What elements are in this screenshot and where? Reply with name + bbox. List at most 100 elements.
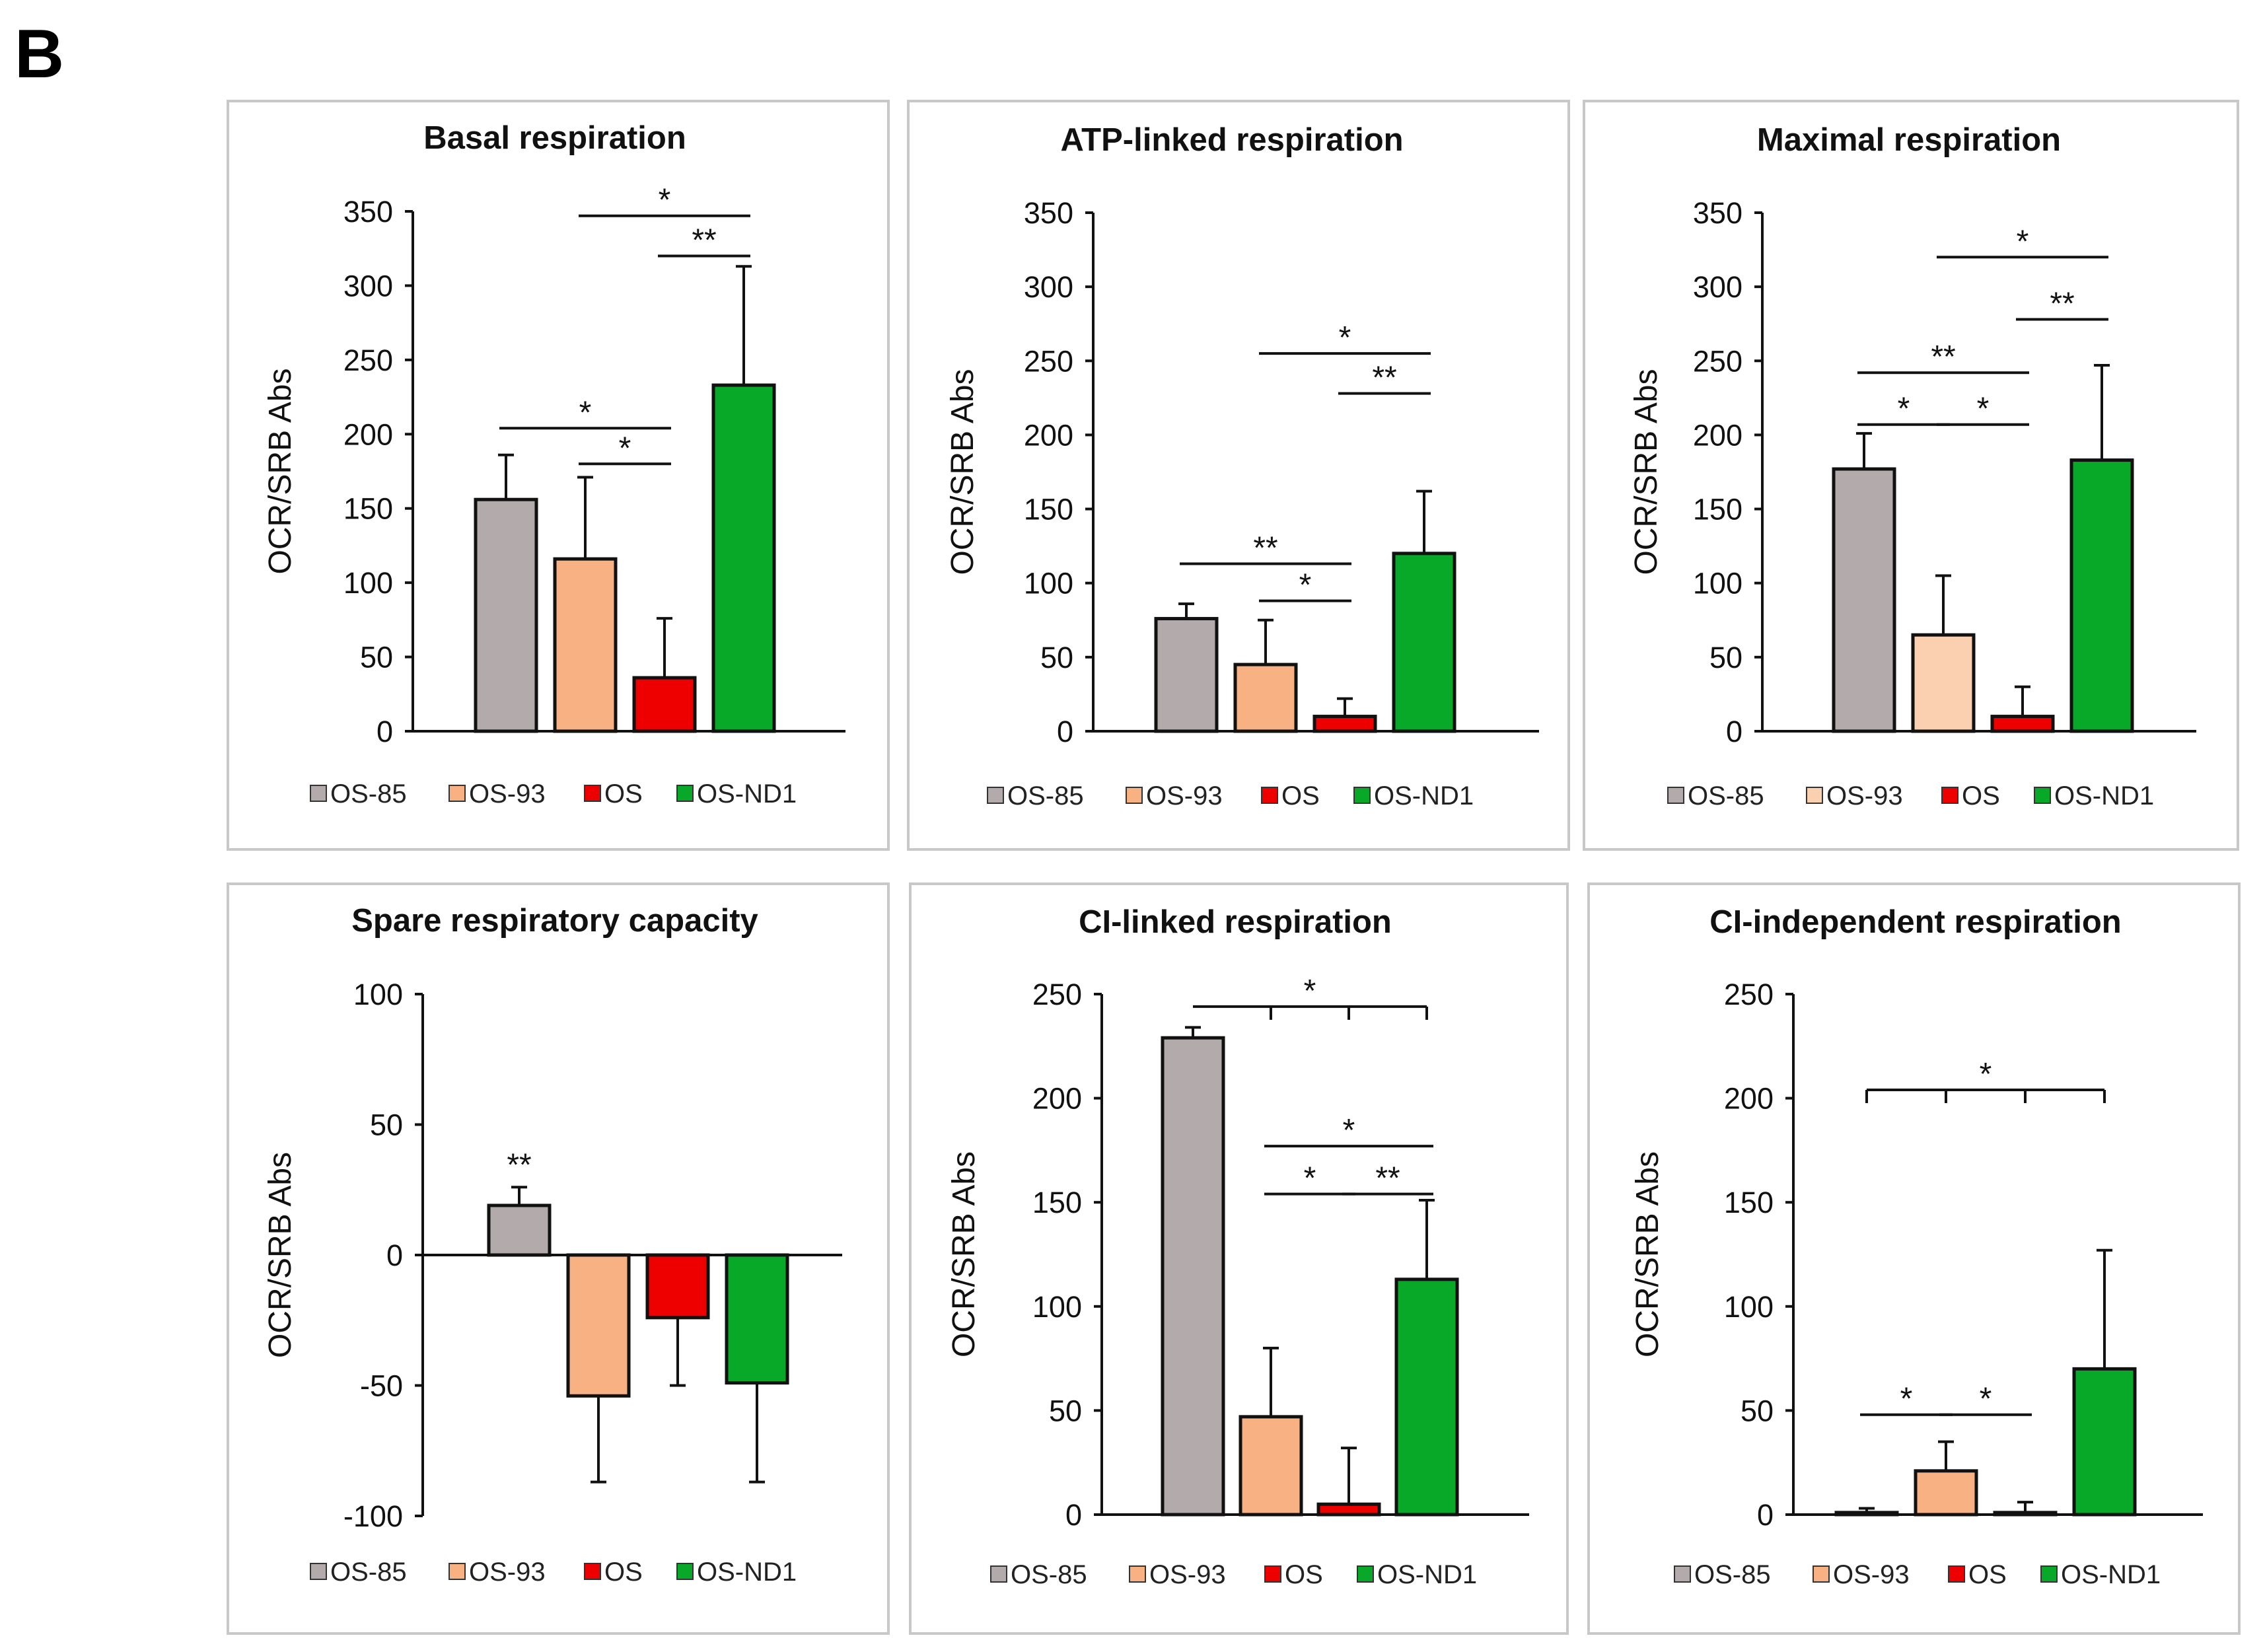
legend-swatch [1667,787,1684,804]
y-tick-label: 150 [343,492,393,526]
y-tick-label: 100 [353,978,403,1011]
legend-swatch [310,785,327,802]
significance-label: * [1343,1113,1355,1148]
bar-os-93 [1911,633,1976,733]
legend-swatch [2034,787,2051,804]
y-tick-label: 0 [1757,1498,1774,1532]
y-tick-label: 0 [1057,715,1073,748]
y-tick-label: 150 [1024,493,1073,526]
bar-os [1312,715,1377,733]
y-tick-label: 100 [1693,567,1742,600]
legend-swatch [990,1565,1007,1583]
chart-title: Maximal respiration [1757,122,2061,158]
legend-label: OS-85 [330,779,407,808]
bar-os-93 [1914,1469,1978,1517]
y-tick-label: 100 [1024,567,1073,600]
y-tick-label: 100 [1032,1290,1082,1324]
y-axis-label: OCR/SRB Abs [263,1152,298,1358]
legend-label: OS-85 [1694,1560,1771,1589]
legend-label: OS-ND1 [697,779,797,808]
y-tick-label: -100 [343,1499,403,1533]
bar-os-93 [1239,1415,1303,1517]
bar-os-85 [1834,1511,1899,1517]
bar-os-93 [1233,663,1298,733]
chart-title: ATP-linked respiration [1060,122,1403,158]
legend-swatch [1264,1565,1281,1583]
significance-label: ** [692,223,716,258]
y-tick-label: 150 [1032,1186,1082,1219]
bar-os [1993,1511,2058,1517]
y-tick-label: 50 [370,1108,403,1142]
legend-label: OS [1968,1560,2007,1589]
bar-os-93 [566,1253,631,1398]
chart-frame [909,882,1569,1635]
legend-label: OS-ND1 [2061,1560,2161,1589]
y-axis-label: OCR/SRB Abs [947,1151,982,1357]
y-tick-label: 50 [360,641,393,674]
legend-label: OS-ND1 [1374,781,1474,810]
y-tick-label: 0 [386,1239,403,1272]
y-tick-label: 250 [1693,344,1742,378]
bar-os-nd1 [2072,1367,2137,1517]
chart-frame [1583,100,2239,851]
significance-label: * [1304,1161,1316,1196]
legend-label: OS [1962,781,2000,810]
significance-label: * [659,183,671,218]
legend-swatch [1261,787,1278,804]
significance-label: ** [507,1147,531,1182]
legend-label: OS-85 [1011,1560,1087,1589]
significance-label: * [2017,224,2029,259]
legend-label: OS-93 [1826,781,1903,810]
legend-swatch [584,1563,601,1580]
y-tick-label: 0 [1726,715,1742,748]
significance-label: ** [1931,340,1955,375]
legend-swatch [1813,1565,1830,1583]
legend-swatch [1674,1565,1691,1583]
bar-os [1990,715,2055,733]
y-axis-label: OCR/SRB Abs [945,369,980,575]
y-tick-label: 200 [1032,1082,1082,1116]
panel-label: B [15,16,65,92]
legend-label: OS [1285,1560,1323,1589]
bar-os [632,676,697,733]
legend-swatch [1126,787,1143,804]
bar-os-nd1 [1394,1277,1459,1517]
y-tick-label: -50 [360,1369,403,1403]
significance-label: * [579,395,592,430]
legend-swatch [1941,787,1958,804]
bar-os-85 [487,1203,552,1257]
significance-label: * [619,431,631,466]
chart-basal: Basal respiration 0 50 100 150 200 250 300 350 OC… [227,100,890,851]
bar-os-85 [474,497,538,733]
bar-os-nd1 [725,1253,789,1385]
significance-label: * [1304,974,1316,1009]
y-axis-label: OCR/SRB Abs [1630,1151,1665,1357]
y-tick-label: 100 [343,566,393,600]
legend-label: OS-93 [1146,781,1223,810]
chart-title: CI-linked respiration [1079,904,1392,940]
y-tick-label: 350 [1024,196,1073,230]
legend-label: OS-85 [330,1558,407,1587]
chart-atp: ATP-linked respiration 0 50 100 150 200 250 300… [907,100,1570,851]
y-tick-label: 50 [1049,1394,1082,1427]
y-tick-label: 250 [1032,978,1082,1011]
significance-label: * [1339,320,1351,355]
legend-label: OS-ND1 [2054,781,2154,810]
y-tick-label: 0 [1065,1498,1082,1532]
legend-label: OS-ND1 [697,1558,797,1587]
y-tick-label: 300 [1693,270,1742,304]
bar-os [1316,1502,1381,1517]
y-axis-label: OCR/SRB Abs [263,368,298,574]
legend-label: OS-93 [1833,1560,1910,1589]
legend-swatch [676,1563,694,1580]
bar-os-85 [1154,617,1219,733]
y-tick-label: 300 [1024,270,1073,304]
y-tick-label: 150 [1693,493,1742,526]
chart-maximal: Maximal respiration 0 50 100 150 200 250 300 350… [1583,100,2239,851]
y-tick-label: 300 [343,269,393,303]
chart-ci-independent: CI-independent respiration 0 50 100 150 200 25… [1587,882,2241,1635]
y-tick-label: 0 [377,715,393,748]
chart-frame [907,100,1570,851]
legend-label: OS [604,1558,643,1587]
